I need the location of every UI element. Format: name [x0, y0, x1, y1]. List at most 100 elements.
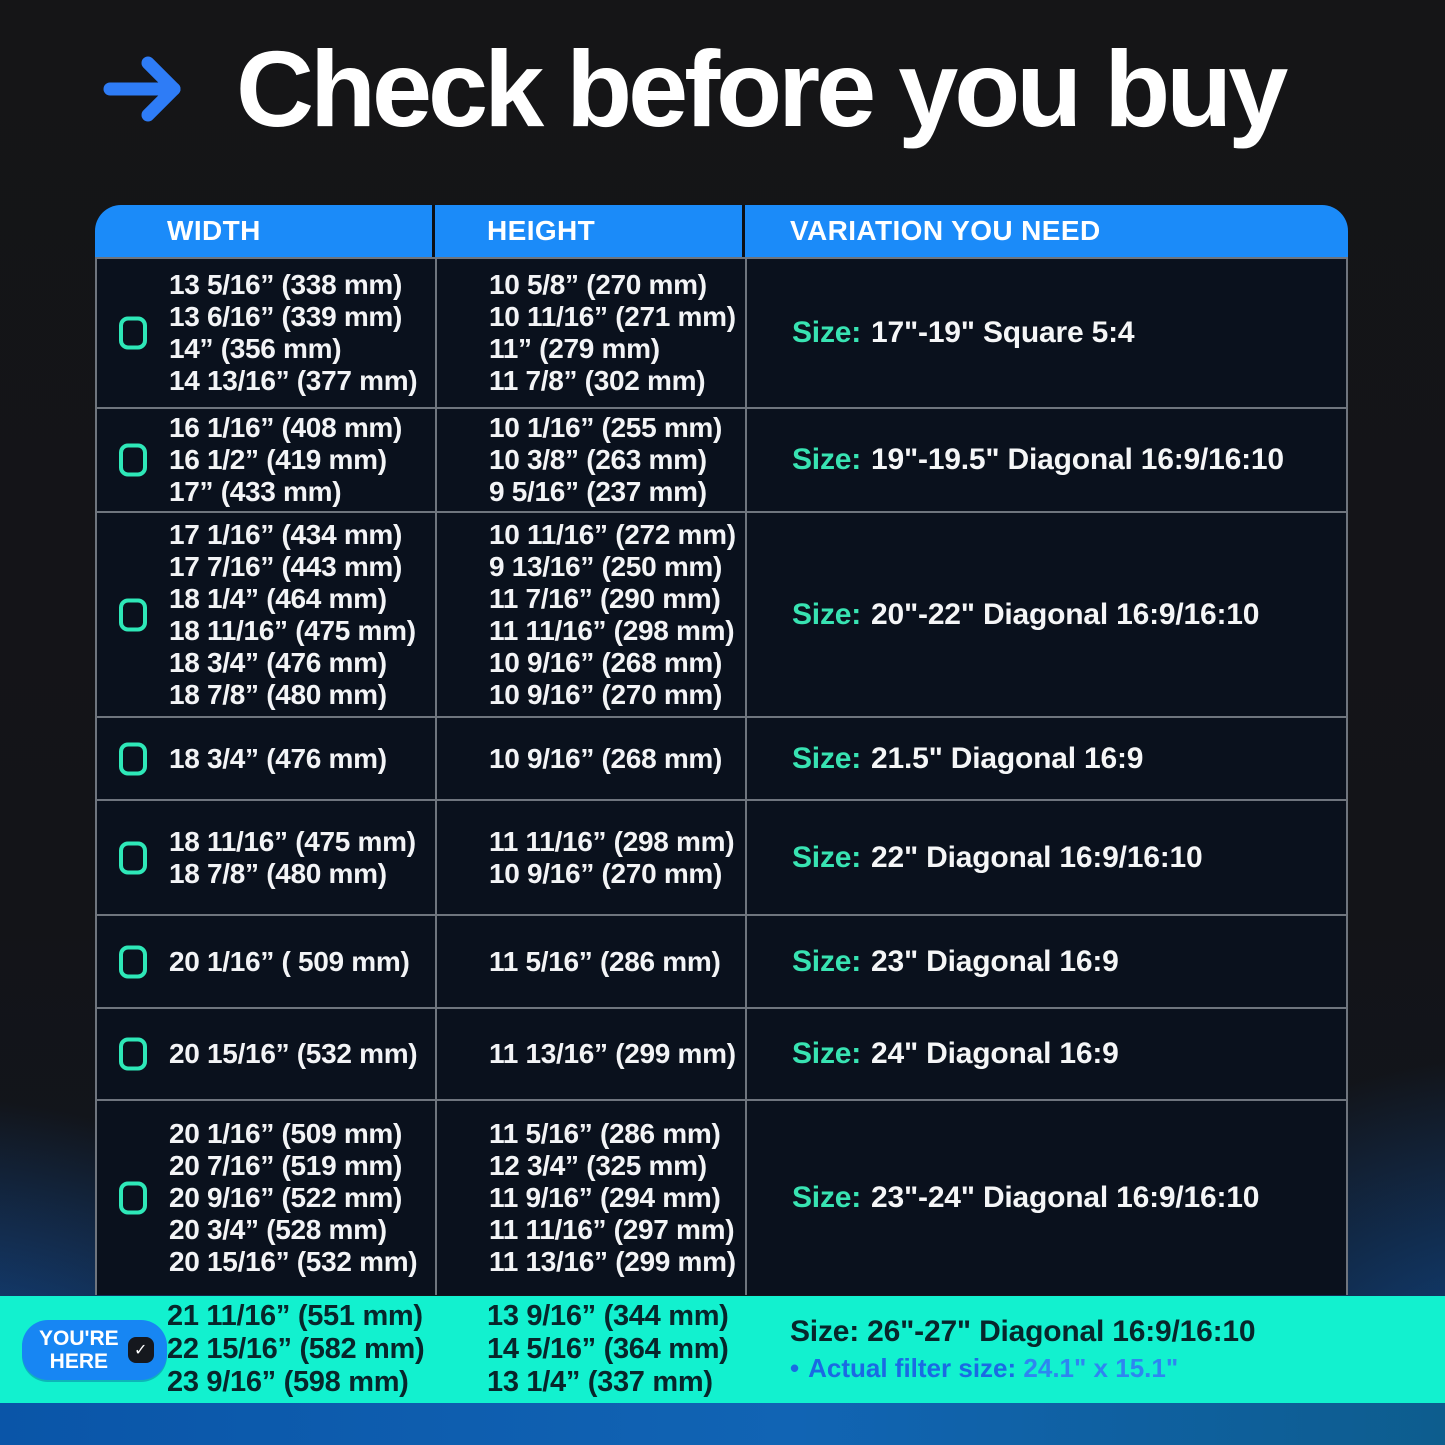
table-row: 17 1/16” (434 mm) 17 7/16” (443 mm) 18 1… — [95, 511, 1348, 716]
height-values: 10 5/8” (270 mm) 10 11/16” (271 mm) 11” … — [489, 269, 736, 396]
table-row: 20 1/16” ( 509 mm) 11 5/16” (286 mm) Siz… — [95, 914, 1348, 1007]
width-values: 16 1/16” (408 mm) 16 1/2” (419 mm) 17” (… — [169, 412, 403, 507]
height-values: 11 5/16” (286 mm) — [489, 945, 721, 977]
bottom-band — [0, 1403, 1445, 1445]
variation-text: Size: 22" Diagonal 16:9/16:10 — [792, 840, 1203, 875]
youre-here-label: YOU'RE HERE — [39, 1326, 119, 1373]
variation-cell: Size: 17"-19" Square 5:4 — [747, 259, 1346, 407]
width-values: 18 11/16” (475 mm) 18 7/8” (480 mm) — [169, 825, 416, 889]
width-values: 21 11/16” (551 mm) 22 15/16” (582 mm) 23… — [167, 1300, 425, 1398]
highlighted-current-row: YOU'RE HERE ✓ 21 11/16” (551 mm) 22 15/1… — [0, 1296, 1445, 1403]
variation-text: Size: 23"-24" Diagonal 16:9/16:10 — [792, 1181, 1259, 1215]
arrow-icon — [103, 56, 181, 122]
size-label: Size: — [792, 597, 862, 631]
row-checkbox[interactable] — [119, 598, 147, 631]
bullet-icon: • — [790, 1353, 800, 1383]
height-cell: 11 5/16” (286 mm) — [437, 916, 747, 1007]
variation-text: Size: 19"-19.5" Diagonal 16:9/16:10 — [792, 443, 1284, 477]
width-cell: 20 15/16” (532 mm) — [97, 1009, 437, 1099]
row-checkbox[interactable] — [119, 1037, 147, 1071]
width-cell: 16 1/16” (408 mm) 16 1/2” (419 mm) 17” (… — [97, 409, 437, 511]
size-label: Size: — [792, 840, 862, 874]
table-row: 16 1/16” (408 mm) 16 1/2” (419 mm) 17” (… — [95, 407, 1348, 511]
actual-filter-size-note: • Actual filter size: 24.1" x 15.1" — [790, 1353, 1178, 1384]
variation-cell: Size: 20"-22" Diagonal 16:9/16:10 — [747, 513, 1346, 716]
height-values: 13 9/16” (344 mm) 14 5/16” (364 mm) 13 1… — [487, 1300, 729, 1398]
variation-cell: Size: 21.5" Diagonal 16:9 — [747, 718, 1346, 799]
note-label: Actual filter size: — [808, 1353, 1017, 1383]
variation-value: 26"-27" Diagonal 16:9/16:10 — [867, 1315, 1256, 1348]
variation-text: Size: 20"-22" Diagonal 16:9/16:10 — [792, 598, 1259, 632]
width-values: 20 1/16” (509 mm) 20 7/16” (519 mm) 20 9… — [169, 1118, 418, 1277]
width-cell: 18 3/4” (476 mm) — [97, 718, 437, 799]
row-checkbox[interactable] — [119, 1181, 147, 1215]
height-values: 10 11/16” (272 mm) 9 13/16” (250 mm) 11 … — [489, 518, 736, 710]
row-checkbox[interactable] — [119, 945, 147, 978]
variation-cell: Size: 24" Diagonal 16:9 — [747, 1009, 1346, 1099]
column-header-variation: VARIATION YOU NEED — [790, 215, 1101, 246]
variation-cell: Size: 23" Diagonal 16:9 — [747, 916, 1346, 1007]
height-cell: 10 5/8” (270 mm) 10 11/16” (271 mm) 11” … — [437, 259, 747, 407]
size-label: Size: — [792, 944, 862, 978]
width-cell: 20 1/16” (509 mm) 20 7/16” (519 mm) 20 9… — [97, 1101, 437, 1295]
height-values: 11 13/16” (299 mm) — [489, 1038, 736, 1069]
variation-value: 17"-19" Square 5:4 — [871, 316, 1135, 349]
width-cell: 13 5/16” (338 mm) 13 6/16” (339 mm) 14” … — [97, 259, 437, 407]
height-cell: 10 11/16” (272 mm) 9 13/16” (250 mm) 11 … — [437, 513, 747, 716]
height-values: 11 5/16” (286 mm) 12 3/4” (325 mm) 11 9/… — [489, 1118, 736, 1277]
row-checkbox[interactable] — [119, 841, 147, 874]
variation-value: 24" Diagonal 16:9 — [871, 1037, 1119, 1070]
youre-here-badge: YOU'RE HERE ✓ — [22, 1319, 167, 1380]
variation-text: Size: 21.5" Diagonal 16:9 — [792, 742, 1143, 776]
size-label: Size: — [792, 1181, 862, 1214]
height-cell: 10 1/16” (255 mm) 10 3/8” (263 mm) 9 5/1… — [437, 409, 747, 511]
width-cell: 18 11/16” (475 mm) 18 7/8” (480 mm) — [97, 801, 437, 914]
variation-value: 23" Diagonal 16:9 — [871, 944, 1119, 978]
width-cell: 20 1/16” ( 509 mm) — [97, 916, 437, 1007]
table-row: 20 1/16” (509 mm) 20 7/16” (519 mm) 20 9… — [95, 1099, 1348, 1295]
table-header-row: WIDTH HEIGHT VARIATION YOU NEED — [95, 205, 1348, 257]
row-checkbox[interactable] — [119, 742, 147, 775]
table-row: 18 3/4” (476 mm) 10 9/16” (268 mm) Size:… — [95, 716, 1348, 799]
checked-checkbox-icon[interactable]: ✓ — [127, 1336, 154, 1363]
height-cell: 11 5/16” (286 mm) 12 3/4” (325 mm) 11 9/… — [437, 1101, 747, 1295]
height-values: 10 9/16” (268 mm) — [489, 742, 723, 774]
variation-value: 19"-19.5" Diagonal 16:9/16:10 — [871, 443, 1284, 476]
column-header-width: WIDTH — [95, 205, 435, 257]
height-cell: 13 9/16” (344 mm) 14 5/16” (364 mm) 13 1… — [435, 1296, 745, 1403]
width-cell: 21 11/16” (551 mm) 22 15/16” (582 mm) 23… — [95, 1296, 435, 1403]
row-checkbox[interactable] — [119, 316, 147, 350]
width-values: 20 15/16” (532 mm) — [169, 1038, 418, 1069]
size-label: Size: — [792, 1037, 862, 1070]
size-label: Size: — [792, 741, 862, 775]
row-checkbox[interactable] — [119, 443, 147, 477]
width-values: 18 3/4” (476 mm) — [169, 742, 387, 774]
highlight-row-grid: 21 11/16” (551 mm) 22 15/16” (582 mm) 23… — [95, 1296, 1348, 1403]
height-values: 10 1/16” (255 mm) 10 3/8” (263 mm) 9 5/1… — [489, 412, 723, 507]
variation-cell: Size: 22" Diagonal 16:9/16:10 — [747, 801, 1346, 914]
variation-cell: Size: 19"-19.5" Diagonal 16:9/16:10 — [747, 409, 1346, 511]
height-values: 11 11/16” (298 mm) 10 9/16” (270 mm) — [489, 825, 735, 889]
table-row: 20 15/16” (532 mm) 11 13/16” (299 mm) Si… — [95, 1007, 1348, 1099]
title-bar: Check before you buy — [102, 28, 1288, 149]
width-values: 17 1/16” (434 mm) 17 7/16” (443 mm) 18 1… — [169, 518, 416, 710]
variation-value: 23"-24" Diagonal 16:9/16:10 — [871, 1181, 1260, 1214]
variation-text: Size: 26"-27" Diagonal 16:9/16:10 — [790, 1315, 1256, 1349]
size-label: Size: — [790, 1315, 860, 1348]
variation-text: Size: 24" Diagonal 16:9 — [792, 1037, 1119, 1071]
note-value: 24.1" x 15.1" — [1023, 1353, 1179, 1383]
variation-text: Size: 23" Diagonal 16:9 — [792, 945, 1119, 979]
variation-cell: Size: 23"-24" Diagonal 16:9/16:10 — [747, 1101, 1346, 1295]
variation-value: 21.5" Diagonal 16:9 — [871, 741, 1144, 775]
variation-value: 22" Diagonal 16:9/16:10 — [871, 840, 1203, 874]
page-title: Check before you buy — [236, 28, 1288, 149]
table-row: 13 5/16” (338 mm) 13 6/16” (339 mm) 14” … — [95, 257, 1348, 407]
width-values: 13 5/16” (338 mm) 13 6/16” (339 mm) 14” … — [169, 269, 418, 396]
height-cell: 11 11/16” (298 mm) 10 9/16” (270 mm) — [437, 801, 747, 914]
size-comparison-table: WIDTH HEIGHT VARIATION YOU NEED 13 5/16”… — [95, 205, 1348, 1295]
height-cell: 10 9/16” (268 mm) — [437, 718, 747, 799]
height-cell: 11 13/16” (299 mm) — [437, 1009, 747, 1099]
width-cell: 17 1/16” (434 mm) 17 7/16” (443 mm) 18 1… — [97, 513, 437, 716]
table-row: 18 11/16” (475 mm) 18 7/8” (480 mm) 11 1… — [95, 799, 1348, 914]
variation-cell: Size: 26"-27" Diagonal 16:9/16:10 • Actua… — [745, 1296, 1348, 1403]
